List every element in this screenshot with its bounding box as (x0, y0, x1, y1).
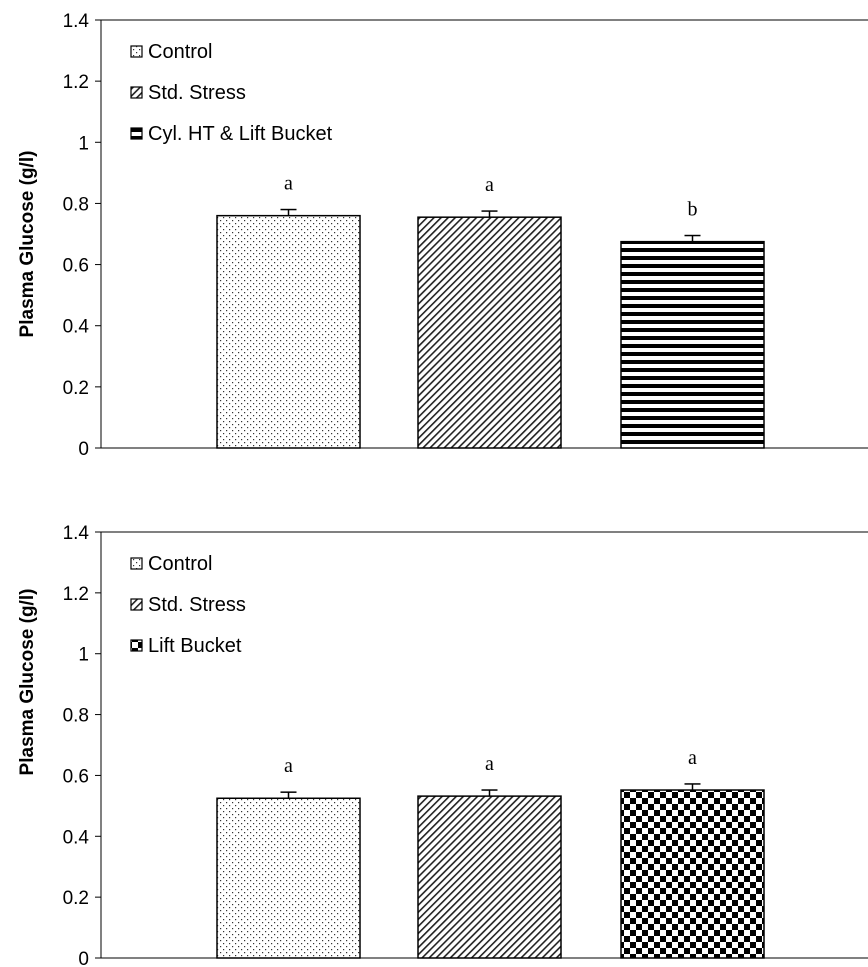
y-tick-label: 1.4 (63, 11, 90, 32)
y-tick-label: 0.2 (63, 378, 89, 399)
legend-swatch (130, 639, 143, 652)
y-tick-label: 0.8 (63, 706, 89, 727)
y-tick-label: 0.4 (63, 317, 90, 338)
y-tick-label: 0.4 (63, 827, 90, 848)
y-tick-label: 0 (78, 439, 89, 460)
bars-1: a a b (216, 173, 765, 449)
bar (417, 216, 562, 449)
bar (620, 789, 765, 959)
y-tick-label: 0.6 (63, 766, 89, 787)
legend-label: Std. Stress (148, 82, 246, 104)
y-axis-label-2: Plasma Glucose (g/l) (17, 589, 38, 776)
chart-panel-1: 0 0.2 0.4 0.6 0.8 1 1.2 1.4 Plasma Glucose (g/l… (17, 11, 868, 460)
significance-letter: b (688, 199, 698, 221)
y-tick-label: 0.6 (63, 256, 89, 277)
legend-label: Lift Bucket (148, 635, 242, 657)
bar (417, 795, 562, 959)
legend-swatch (130, 557, 143, 570)
y-tick-label: 1.2 (63, 72, 89, 93)
legend-label: Cyl. HT & Lift Bucket (148, 123, 333, 145)
bar (216, 214, 361, 449)
significance-letter: a (688, 747, 697, 769)
legend-swatch (130, 45, 143, 58)
legend-label: Control (148, 553, 212, 575)
significance-letter: a (284, 173, 293, 195)
significance-letter: a (485, 174, 494, 196)
legend-2: Control Std. Stress Lift Bucket (130, 553, 246, 657)
significance-letter: a (284, 755, 293, 777)
legend-label: Control (148, 41, 212, 63)
bar (620, 240, 765, 449)
legend-label: Std. Stress (148, 594, 246, 616)
y-tick-label: 1.2 (63, 584, 89, 605)
significance-letter: a (485, 753, 494, 775)
legend-swatch (130, 598, 143, 611)
y-tick-label: 0.2 (63, 888, 89, 909)
y-tick-label: 0 (78, 949, 89, 967)
y-axis-label-1: Plasma Glucose (g/l) (17, 151, 38, 338)
legend-swatch (130, 127, 143, 140)
y-tick-label: 1.4 (63, 523, 90, 544)
chart-panel-2: 0 0.2 0.4 0.6 0.8 1 1.2 1.4 Plasma Glucose (g/l… (17, 523, 868, 967)
y-tick-label: 0.8 (63, 194, 89, 215)
y-tick-label: 1 (78, 133, 89, 154)
y-tick-label: 1 (78, 645, 89, 666)
bar (216, 797, 361, 959)
legend-swatch (130, 86, 143, 99)
legend-1: Control Std. Stress Cyl. HT & Lift Bucket (130, 41, 333, 145)
